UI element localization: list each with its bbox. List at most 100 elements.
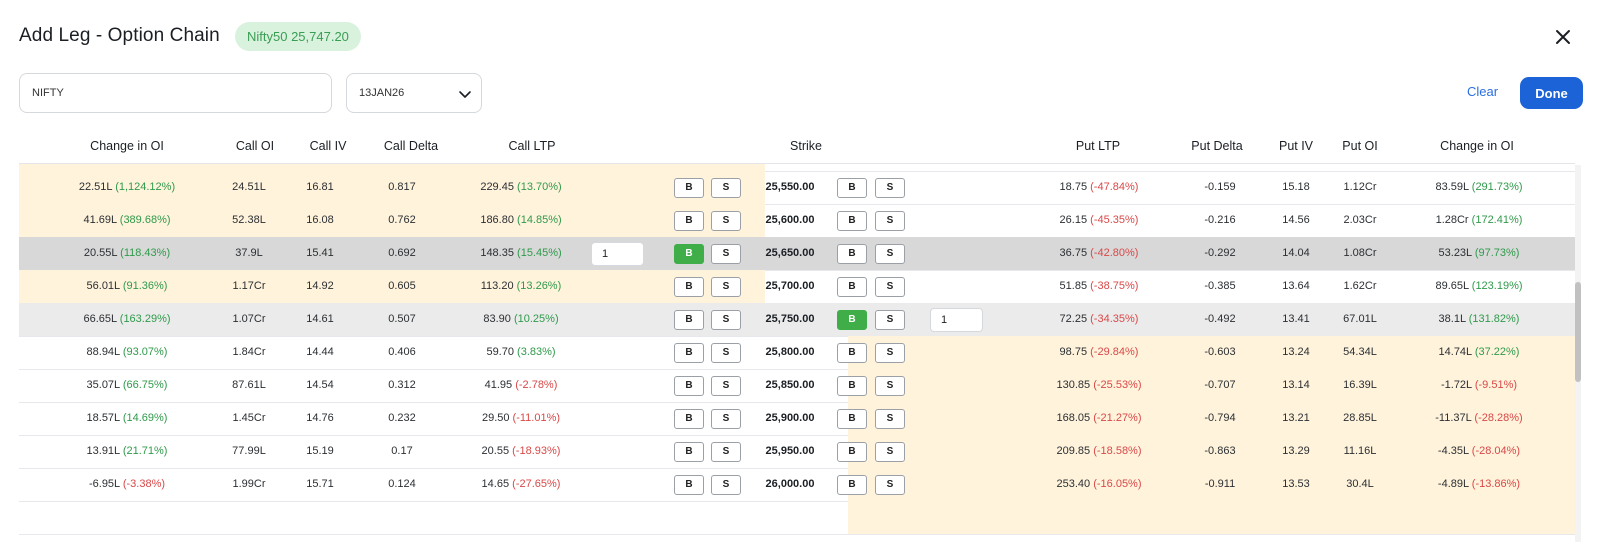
clear-button[interactable]: Clear (1467, 84, 1499, 99)
call-sell-button[interactable]: S (711, 376, 741, 396)
call-sell-button[interactable]: S (711, 211, 741, 231)
table-row[interactable]: 13.91L (21.71%) 77.99L 15.19 0.17 20.55 (-18… (19, 435, 1575, 469)
put-sell-button[interactable]: S (875, 409, 905, 429)
put-ltp-value: 36.75 (1059, 247, 1088, 259)
call-iv-value: 14.54 (306, 379, 334, 391)
call-sell-button[interactable]: S (711, 409, 741, 429)
put-sell-button[interactable]: S (875, 244, 905, 264)
table-row[interactable]: 35.07L (66.75%) 87.61L 14.54 0.312 41.95 (-2… (19, 369, 1575, 403)
call-ltp-change-pct: (3.83%) (513, 346, 556, 358)
table-row[interactable]: 41.69L (389.68%) 52.38L 16.08 0.762 186.80 (… (19, 204, 1575, 238)
scrollbar-thumb[interactable] (1575, 282, 1581, 382)
call-ltp-cell: 229.45 (13.70%) (480, 181, 561, 193)
put-buy-button[interactable]: B (837, 244, 867, 264)
put-delta-value: -0.707 (1204, 379, 1236, 391)
put-change-in-oi-change-pct: (172.41%) (1468, 214, 1523, 226)
put-sell-button[interactable]: S (875, 211, 905, 231)
call-buy-button[interactable]: B (674, 475, 704, 495)
call-sell-button[interactable]: S (711, 244, 741, 264)
close-button[interactable] (1552, 26, 1574, 48)
strike-cell: 25,650.00 (766, 247, 815, 259)
call-sell-button[interactable]: S (711, 277, 741, 297)
put-change-in-oi-change-pct: (37.22%) (1471, 346, 1520, 358)
table-row[interactable]: 66.65L (163.29%) 1.07Cr 14.61 0.507 83.90 (1… (19, 303, 1575, 337)
put-sell-button[interactable]: S (875, 178, 905, 198)
call-iv-cell: 14.92 (306, 280, 334, 292)
table-row[interactable]: 20.55L (118.43%) 37.9L 15.41 0.692 148.35 (1… (19, 237, 1575, 271)
put-change-in-oi-change-pct: (97.73%) (1471, 247, 1520, 259)
call-buy-button[interactable]: B (674, 244, 704, 264)
table-row[interactable]: 22.51L (1,124.12%) 24.51L 16.81 0.817 229.45… (19, 171, 1575, 205)
symbol-input[interactable] (19, 73, 332, 113)
table-row[interactable]: 88.94L (93.07%) 1.84Cr 14.44 0.406 59.70 (3.… (19, 336, 1575, 370)
put-change-in-oi-value: 14.74L (1438, 346, 1472, 358)
call-oi-cell: 77.99L (232, 445, 266, 457)
put-buy-button[interactable]: B (837, 178, 867, 198)
table-row[interactable]: 18.57L (14.69%) 1.45Cr 14.76 0.232 29.50 (-1… (19, 402, 1575, 436)
call-sell-button[interactable]: S (711, 178, 741, 198)
put-oi-cell: 28.85L (1343, 412, 1377, 424)
call-change-in-oi-change-pct: (21.71%) (119, 445, 168, 457)
expiry-select[interactable]: 13JAN26 (346, 73, 482, 113)
put-change-in-oi-change-pct: (-13.86%) (1468, 478, 1521, 490)
call-buy-button[interactable]: B (674, 211, 704, 231)
put-buy-button[interactable]: B (837, 409, 867, 429)
put-buy-button[interactable]: B (837, 277, 867, 297)
put-buy-button[interactable]: B (837, 310, 867, 330)
table-row[interactable]: 56.01L (91.36%) 1.17Cr 14.92 0.605 113.20 (1… (19, 270, 1575, 304)
call-buy-button[interactable]: B (674, 277, 704, 297)
call-iv-cell: 14.44 (306, 346, 334, 358)
put-sell-button[interactable]: S (875, 277, 905, 297)
put-buy-button[interactable]: B (837, 376, 867, 396)
put-ltp-change-pct: (-38.75%) (1087, 280, 1139, 292)
call-buy-button[interactable]: B (674, 442, 704, 462)
put-oi-cell: 30.4L (1346, 478, 1374, 490)
call-buy-button[interactable]: B (674, 409, 704, 429)
call-oi-value: 87.61L (232, 379, 266, 391)
strike-value: 25,950.00 (765, 445, 815, 457)
call-sell-button[interactable]: S (711, 442, 741, 462)
call-change-in-oi-cell: -6.95L (-3.38%) (89, 478, 165, 490)
call-change-in-oi-value: 56.01L (86, 280, 120, 292)
put-quantity-input[interactable]: 1 (930, 308, 983, 332)
call-buy-button[interactable]: B (674, 343, 704, 363)
call-quantity-input[interactable]: 1 (591, 242, 644, 266)
put-sell-button[interactable]: S (875, 442, 905, 462)
call-buy-button[interactable]: B (674, 376, 704, 396)
table-row[interactable]: -6.95L (-3.38%) 1.99Cr 15.71 0.124 14.65 (-2… (19, 468, 1575, 502)
put-ltp-change-pct: (-25.53%) (1090, 379, 1142, 391)
put-sell-button[interactable]: S (875, 310, 905, 330)
call-change-in-oi-change-pct: (389.68%) (116, 214, 171, 226)
header-call-change-in-oi: Change in OI (90, 139, 164, 153)
call-sell-button[interactable]: S (711, 343, 741, 363)
call-ltp-value: 14.65 (481, 478, 510, 490)
put-delta-value: -0.863 (1204, 445, 1236, 457)
call-iv-cell: 16.81 (306, 181, 334, 193)
put-buy-button[interactable]: B (837, 475, 867, 495)
put-sell-button[interactable]: S (875, 376, 905, 396)
put-oi-cell: 11.16L (1344, 445, 1377, 457)
put-change-in-oi-cell: -4.89L (-13.86%) (1438, 478, 1520, 490)
call-sell-button[interactable]: S (711, 475, 741, 495)
put-iv-cell: 14.04 (1282, 247, 1310, 259)
put-change-in-oi-value: -4.35L (1437, 445, 1469, 457)
put-delta-cell: -0.707 (1204, 379, 1235, 391)
put-oi-value: 11.16L (1343, 445, 1377, 457)
put-buy-button[interactable]: B (837, 442, 867, 462)
call-buy-button[interactable]: B (674, 178, 704, 198)
put-buy-button[interactable]: B (837, 211, 867, 231)
header-call-ltp: Call LTP (508, 139, 556, 153)
put-buy-button[interactable]: B (837, 343, 867, 363)
done-button[interactable]: Done (1520, 77, 1583, 109)
put-sell-button[interactable]: S (875, 343, 905, 363)
table-row-partial (19, 501, 1575, 535)
put-delta-cell: -0.492 (1204, 313, 1235, 325)
call-change-in-oi-value: 22.51L (78, 181, 113, 193)
expiry-value: 13JAN26 (359, 87, 405, 99)
call-iv-cell: 14.76 (306, 412, 334, 424)
call-iv-value: 15.19 (306, 445, 334, 457)
call-buy-button[interactable]: B (674, 310, 704, 330)
call-sell-button[interactable]: S (711, 310, 741, 330)
put-sell-button[interactable]: S (875, 475, 905, 495)
put-change-in-oi-value: 83.59L (1435, 181, 1469, 193)
